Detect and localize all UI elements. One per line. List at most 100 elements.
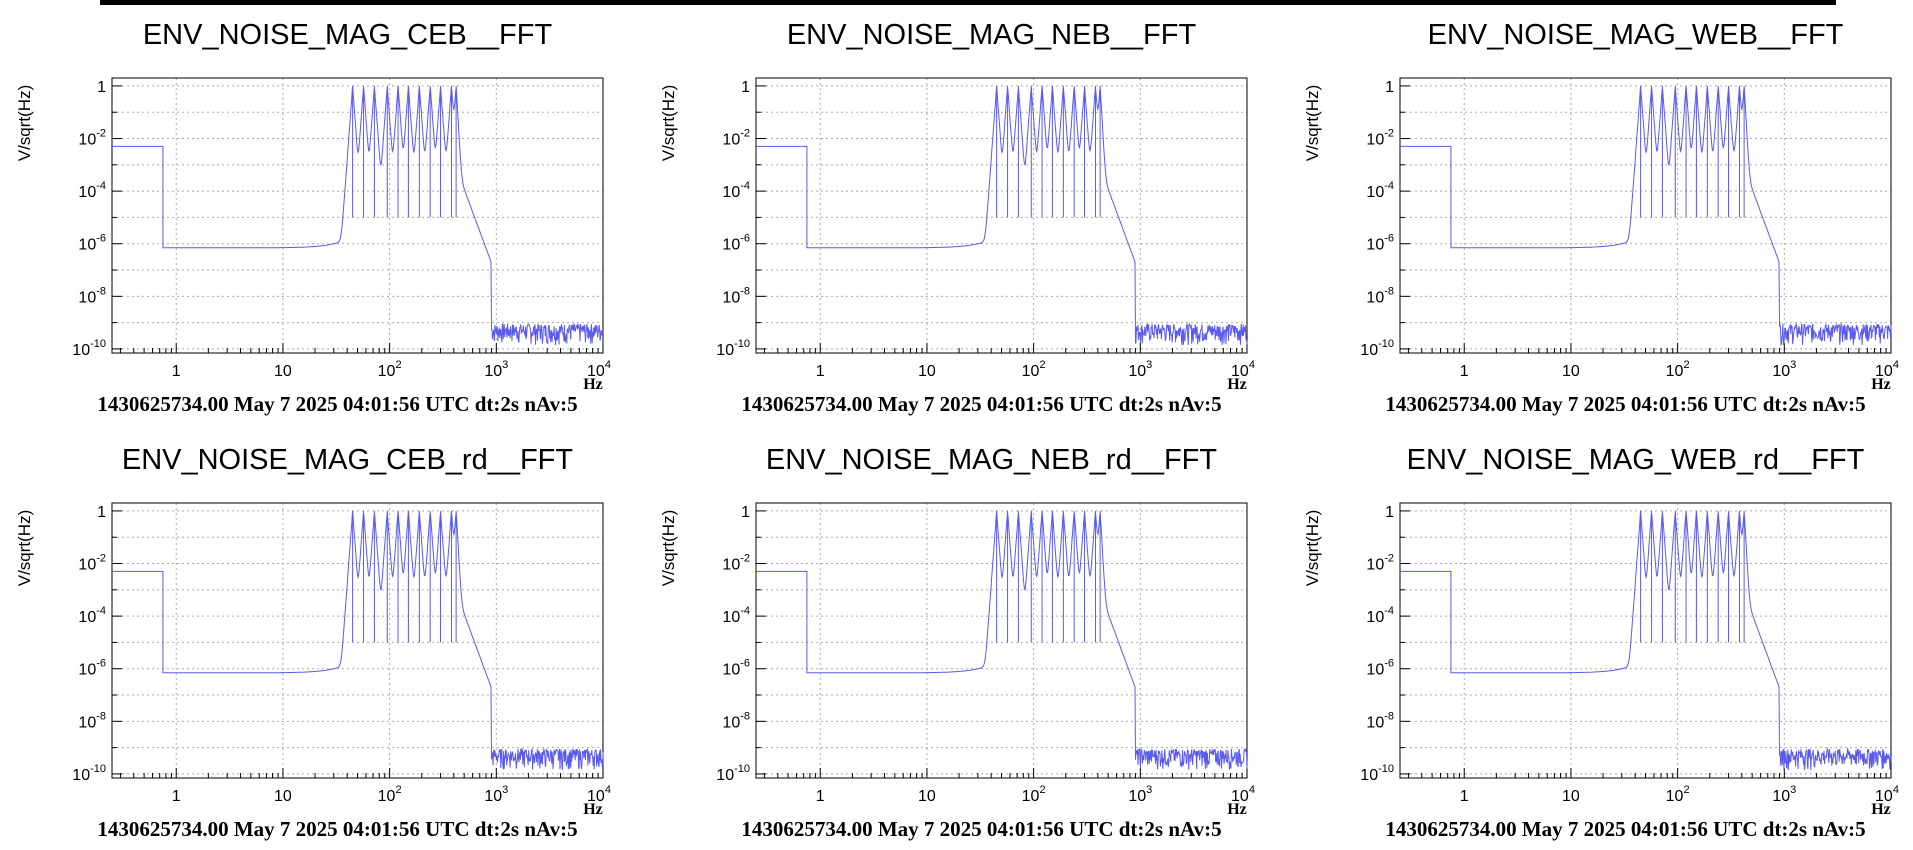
x-tick-label: 102 xyxy=(1666,359,1690,380)
y-tick-label: 10-8 xyxy=(722,710,750,731)
chart-panel: ENV_NOISE_MAG_WEB__FFT 1 10 102 103 104 1 10-2 1… xyxy=(1288,0,1913,425)
x-tick-label: 103 xyxy=(1772,784,1796,805)
y-axis-label: V/sqrt(Hz) xyxy=(15,85,34,162)
chart-title: ENV_NOISE_MAG_CEB_rd__FFT xyxy=(122,444,574,476)
y-tick-label: 10-10 xyxy=(1360,338,1394,359)
grid-lines xyxy=(112,503,604,778)
x-unit-label: Hz xyxy=(1871,376,1891,393)
chart-footer: 1430625734.00 May 7 2025 04:01:56 UTC dt… xyxy=(741,817,1221,841)
grid-lines xyxy=(756,503,1248,778)
x-tick-label: 10 xyxy=(918,363,936,380)
x-tick-label: 1 xyxy=(172,788,181,805)
grid-lines xyxy=(112,78,604,353)
x-unit-label: Hz xyxy=(583,376,603,393)
y-tick-label: 10-4 xyxy=(78,180,106,201)
x-unit-label: Hz xyxy=(1227,801,1247,818)
y-tick-label: 10-2 xyxy=(722,128,750,149)
spectrum-series-line xyxy=(756,511,1248,770)
y-tick-label: 10-2 xyxy=(1366,553,1394,574)
x-tick-label: 103 xyxy=(1772,359,1796,380)
plot-frame xyxy=(1399,502,1892,779)
chart-footer: 1430625734.00 May 7 2025 04:01:56 UTC dt… xyxy=(97,392,577,416)
x-tick-label: 103 xyxy=(1128,784,1152,805)
x-tick-label: 10 xyxy=(1562,363,1580,380)
x-tick-label: 10 xyxy=(274,788,292,805)
y-tick-label: 1 xyxy=(1385,504,1394,521)
x-tick-label: 103 xyxy=(484,359,508,380)
x-tick-label: 102 xyxy=(1022,784,1046,805)
x-tick-label: 1 xyxy=(172,363,181,380)
y-tick-label: 10-4 xyxy=(1366,180,1394,201)
y-tick-label: 10-8 xyxy=(722,285,750,306)
y-tick-label: 10-6 xyxy=(1366,658,1394,679)
x-tick-label: 1 xyxy=(816,363,825,380)
x-unit-label: Hz xyxy=(1871,801,1891,818)
chart-panel: ENV_NOISE_MAG_WEB_rd__FFT 1 10 102 103 104 1 10… xyxy=(1288,425,1913,850)
y-tick-label: 10-10 xyxy=(716,338,750,359)
y-tick-label: 10-8 xyxy=(1366,710,1394,731)
chart-title: ENV_NOISE_MAG_CEB__FFT xyxy=(143,19,553,51)
spectrum-series-line xyxy=(112,86,604,346)
chart-title: ENV_NOISE_MAG_WEB_rd__FFT xyxy=(1407,444,1865,476)
y-tick-label: 1 xyxy=(97,79,106,96)
y-tick-label: 10-4 xyxy=(722,605,750,626)
y-tick-label: 1 xyxy=(1385,79,1394,96)
y-tick-label: 10-8 xyxy=(1366,285,1394,306)
y-tick-label: 10-10 xyxy=(1360,763,1394,784)
x-tick-label: 1 xyxy=(1460,788,1469,805)
y-tick-label: 10-4 xyxy=(722,180,750,201)
chart-title: ENV_NOISE_MAG_NEB__FFT xyxy=(787,19,1197,51)
y-axis-label: V/sqrt(Hz) xyxy=(15,510,34,587)
chart-panel: ENV_NOISE_MAG_NEB_rd__FFT 1 10 102 103 104 1 10… xyxy=(644,425,1284,850)
chart-title: ENV_NOISE_MAG_NEB_rd__FFT xyxy=(766,444,1218,476)
y-tick-label: 10-2 xyxy=(78,553,106,574)
chart-panel: ENV_NOISE_MAG_CEB_rd__FFT 1 10 102 103 104 1 10… xyxy=(0,425,640,850)
y-tick-label: 1 xyxy=(741,504,750,521)
x-tick-label: 102 xyxy=(378,784,402,805)
y-tick-label: 10-2 xyxy=(722,553,750,574)
y-tick-label: 10-6 xyxy=(78,658,106,679)
x-tick-label: 10 xyxy=(918,788,936,805)
plot-frame xyxy=(111,77,604,354)
chart-footer: 1430625734.00 May 7 2025 04:01:56 UTC dt… xyxy=(97,817,577,841)
y-tick-label: 1 xyxy=(97,504,106,521)
grid-lines xyxy=(1400,78,1892,353)
x-tick-label: 1 xyxy=(1460,363,1469,380)
plot-frame xyxy=(111,502,604,779)
spectrum-series-line xyxy=(112,511,604,770)
grid-lines xyxy=(756,78,1248,353)
x-tick-label: 10 xyxy=(274,363,292,380)
y-tick-label: 1 xyxy=(741,79,750,96)
y-tick-label: 10-6 xyxy=(722,233,750,254)
plot-frame xyxy=(755,77,1248,354)
y-axis-label: V/sqrt(Hz) xyxy=(659,85,678,162)
spectrum-series-line xyxy=(756,86,1248,346)
chart-footer: 1430625734.00 May 7 2025 04:01:56 UTC dt… xyxy=(741,392,1221,416)
x-tick-label: 103 xyxy=(1128,359,1152,380)
y-axis-label: V/sqrt(Hz) xyxy=(1303,85,1322,162)
y-tick-label: 10-6 xyxy=(722,658,750,679)
x-tick-label: 102 xyxy=(1022,359,1046,380)
chart-title: ENV_NOISE_MAG_WEB__FFT xyxy=(1428,19,1844,51)
x-tick-label: 1 xyxy=(816,788,825,805)
x-tick-label: 102 xyxy=(1666,784,1690,805)
y-tick-label: 10-10 xyxy=(72,338,106,359)
y-tick-label: 10-2 xyxy=(78,128,106,149)
chart-footer: 1430625734.00 May 7 2025 04:01:56 UTC dt… xyxy=(1385,817,1865,841)
y-tick-label: 10-4 xyxy=(1366,605,1394,626)
y-tick-label: 10-10 xyxy=(716,763,750,784)
chart-footer: 1430625734.00 May 7 2025 04:01:56 UTC dt… xyxy=(1385,392,1865,416)
y-tick-label: 10-10 xyxy=(72,763,106,784)
x-unit-label: Hz xyxy=(583,801,603,818)
y-axis-label: V/sqrt(Hz) xyxy=(1303,510,1322,587)
chart-panel: ENV_NOISE_MAG_CEB__FFT 1 10 102 103 104 1 10-2 1… xyxy=(0,0,640,425)
chart-panel: ENV_NOISE_MAG_NEB__FFT 1 10 102 103 104 1 10-2 1… xyxy=(644,0,1284,425)
x-tick-label: 103 xyxy=(484,784,508,805)
y-tick-label: 10-2 xyxy=(1366,128,1394,149)
